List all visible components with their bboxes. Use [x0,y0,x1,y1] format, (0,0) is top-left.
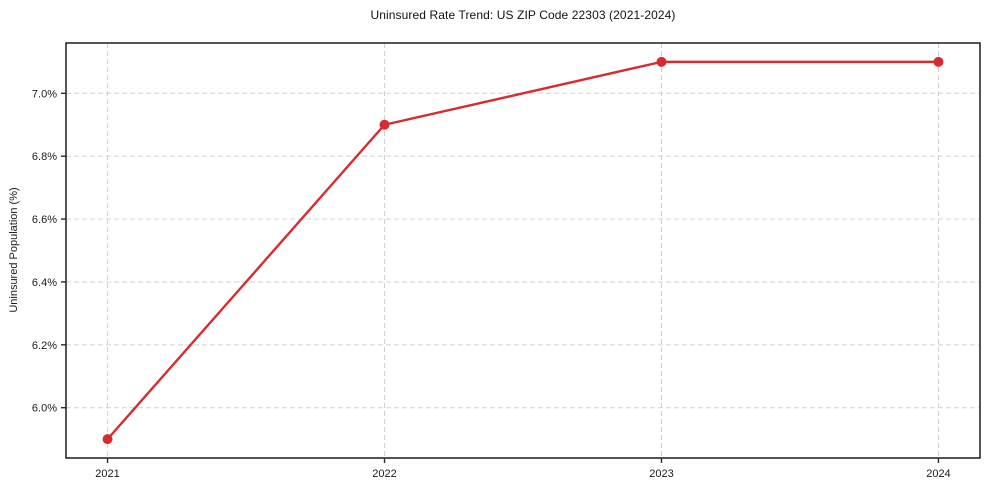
y-tick-label: 6.0% [32,403,57,415]
x-tick-label: 2024 [926,468,950,480]
trend-line [106,60,940,441]
y-tick-label: 6.8% [32,151,57,163]
y-tick-label: 7.0% [32,88,57,100]
data-point [379,119,390,130]
x-tick-label: 2022 [372,468,396,480]
x-tick-label: 2023 [649,468,673,480]
data-point [933,56,944,67]
data-point [656,56,667,67]
y-tick-label: 6.2% [32,340,57,352]
plot-border [65,42,981,459]
data-point [102,434,113,445]
x-tick-label: 2021 [95,468,119,480]
y-tick-label: 6.4% [32,277,57,289]
chart-title: Uninsured Rate Trend: US ZIP Code 22303 … [370,8,676,22]
y-tick-label: 6.6% [32,214,57,226]
